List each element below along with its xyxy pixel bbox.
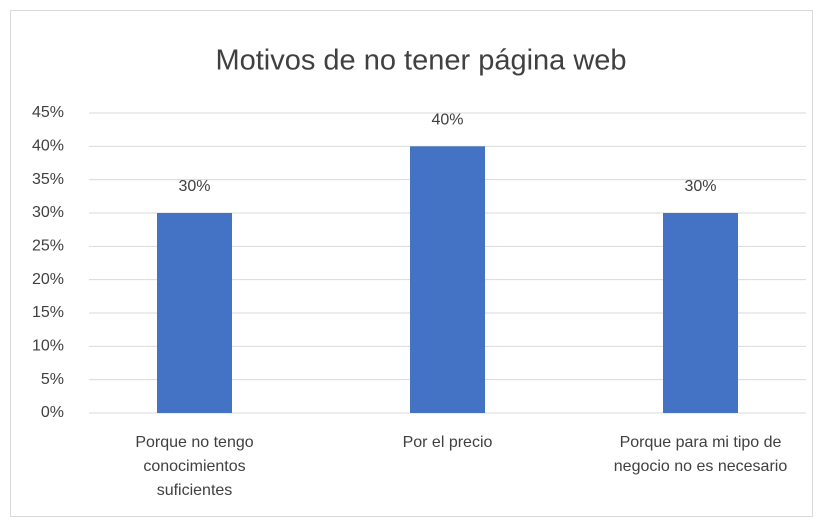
y-tick-label: 25% xyxy=(32,238,64,255)
y-tick-label: 15% xyxy=(32,304,64,321)
y-tick-label: 45% xyxy=(32,104,64,121)
data-label: 40% xyxy=(431,112,463,129)
y-tick-label: 10% xyxy=(32,338,64,355)
x-tick-label: Porque no tengo conocimientos suficientes xyxy=(135,434,253,499)
y-tick-label: 30% xyxy=(32,204,64,221)
x-tick-label: Porque para mi tipo de negocio no es nece… xyxy=(614,434,788,475)
y-tick-label: 20% xyxy=(32,271,64,288)
chart-title: Motivos de no tener página web xyxy=(215,45,626,77)
y-tick-label: 40% xyxy=(32,138,64,155)
bar xyxy=(410,146,485,414)
y-tick-label: 0% xyxy=(41,404,64,421)
data-label: 30% xyxy=(684,178,716,195)
y-tick-label: 5% xyxy=(41,371,64,388)
data-label: 30% xyxy=(178,178,210,195)
y-tick-label: 35% xyxy=(32,171,64,188)
x-tick-label: Por el precio xyxy=(403,434,493,451)
bar xyxy=(157,213,232,413)
bar xyxy=(663,213,738,413)
